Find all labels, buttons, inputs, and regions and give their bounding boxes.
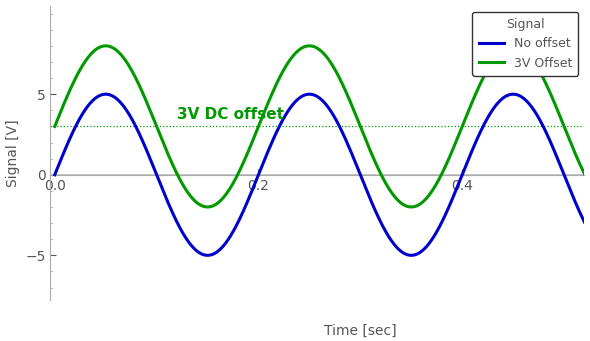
3V Offset xyxy=(204,205,211,209)
No offset xyxy=(277,121,284,125)
No offset xyxy=(112,95,119,100)
X-axis label: Time [sec]: Time [sec] xyxy=(323,324,396,338)
3V Offset xyxy=(306,44,313,48)
Line: No offset: No offset xyxy=(55,94,585,255)
3V Offset xyxy=(277,73,284,77)
3V Offset xyxy=(112,47,119,51)
No offset xyxy=(514,93,521,97)
Text: 3V DC offset: 3V DC offset xyxy=(177,107,284,122)
No offset xyxy=(143,148,150,152)
No offset xyxy=(571,198,578,202)
Legend: No offset, 3V Offset: No offset, 3V Offset xyxy=(473,12,578,76)
No offset xyxy=(204,253,211,257)
No offset xyxy=(51,173,58,177)
Line: 3V Offset: 3V Offset xyxy=(55,46,585,207)
No offset xyxy=(306,92,313,96)
No offset xyxy=(254,174,261,178)
3V Offset xyxy=(571,150,578,154)
No offset xyxy=(581,220,588,224)
3V Offset xyxy=(143,100,150,104)
3V Offset xyxy=(514,44,521,48)
3V Offset xyxy=(51,124,58,129)
3V Offset xyxy=(254,125,261,130)
3V Offset xyxy=(581,172,588,176)
Y-axis label: Signal [V]: Signal [V] xyxy=(5,119,19,187)
